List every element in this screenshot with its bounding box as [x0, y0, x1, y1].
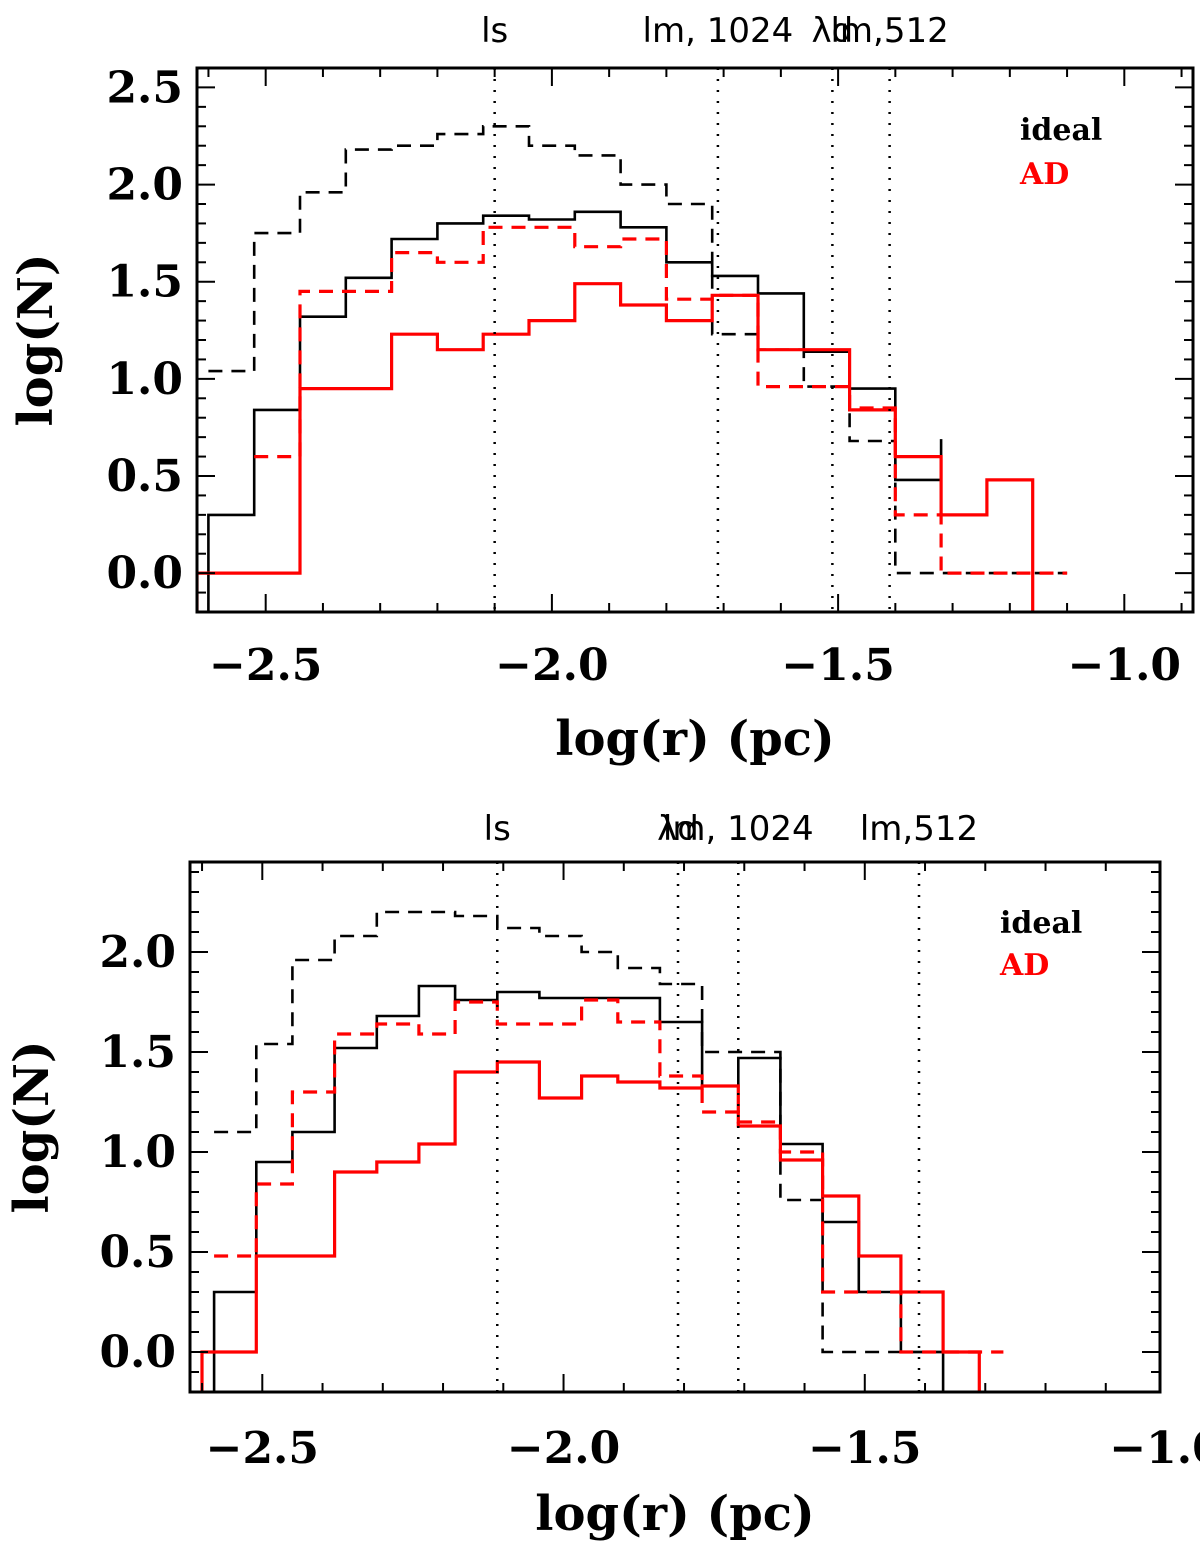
marker-label: lm, 1024 [643, 11, 794, 51]
x-axis-label: log(r) (pc) [535, 1486, 814, 1542]
plot-frame [188, 860, 1162, 1394]
legend-ad: AD [1019, 157, 1069, 192]
legend-ideal: ideal [1020, 113, 1102, 148]
histogram-AD-dashed [254, 225, 1068, 575]
x-tick-label: −2.0 [507, 1423, 620, 1474]
y-tick-label: 1.0 [99, 1127, 176, 1178]
marker-label: λd [812, 11, 854, 51]
y-tick-label: 0.0 [99, 1327, 176, 1378]
y-axis-label: log(N) [4, 1040, 60, 1213]
y-tick-label: 0.0 [106, 548, 183, 599]
y-tick-label: 1.0 [106, 354, 183, 405]
marker-label: λd [657, 809, 699, 849]
x-tick-label: −2.0 [495, 640, 608, 691]
y-tick-label: 0.5 [99, 1227, 176, 1278]
histogram-ideal-dashed [208, 125, 1068, 575]
x-tick-label: −2.5 [209, 640, 322, 691]
y-tick-label: 1.5 [99, 1027, 176, 1078]
y-tick-label: 1.5 [106, 257, 183, 308]
x-axis-label: log(r) (pc) [555, 711, 834, 767]
y-tick-label: 2.5 [106, 62, 183, 113]
histogram-ideal-solid [212, 984, 945, 1392]
marker-label: lm,512 [830, 11, 948, 51]
marker-label: lm, 1024 [663, 809, 814, 849]
legend-ideal: ideal [1000, 906, 1082, 941]
y-tick-label: 2.0 [106, 160, 183, 211]
y-tick-label: 2.0 [99, 927, 176, 978]
histogram-AD-dashed [214, 998, 1004, 1354]
histogram-ideal-solid [207, 210, 943, 612]
x-tick-label: −1.5 [808, 1423, 921, 1474]
histogram-AD-solid [197, 282, 1035, 612]
marker-label: lm,512 [860, 809, 978, 849]
y-tick-label: 0.5 [106, 451, 183, 502]
x-tick-label: −2.5 [206, 1423, 319, 1474]
x-tick-label: −1.0 [1068, 640, 1181, 691]
marker-label: ls [484, 809, 511, 849]
x-tick-label: −1.0 [1109, 1423, 1200, 1474]
x-tick-label: −1.5 [781, 640, 894, 691]
marker-label: ls [481, 11, 508, 51]
legend-ad: AD [999, 948, 1049, 983]
y-axis-label: log(N) [8, 253, 64, 426]
histogram-AD-solid [200, 1060, 981, 1392]
